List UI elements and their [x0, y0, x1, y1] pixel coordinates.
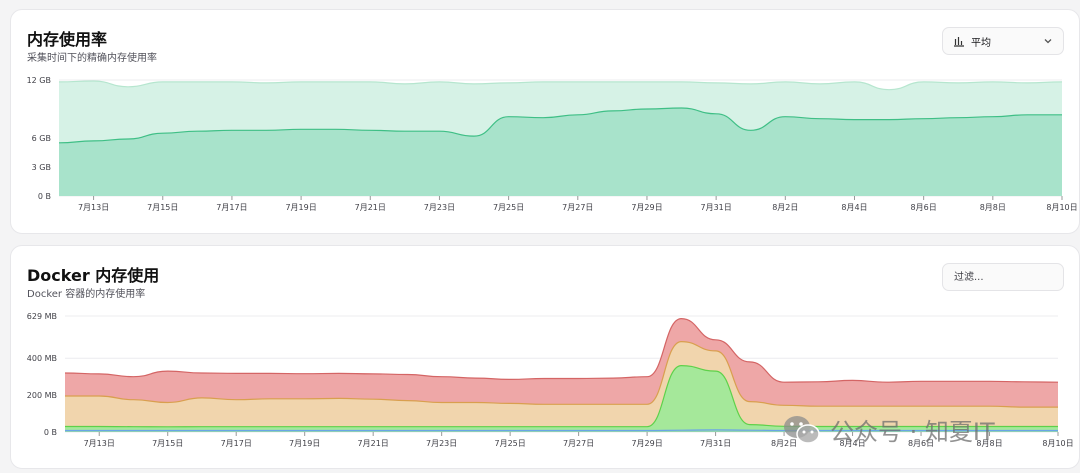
y-tick-label: 3 GB [32, 163, 51, 172]
x-tick-label: 7月21日 [355, 203, 386, 212]
y-tick-label: 200 MB [27, 391, 57, 400]
x-tick-label: 8月10日 [1042, 439, 1073, 448]
memory-card-subtitle: 采集时间下的精确内存使用率 [27, 53, 157, 64]
x-tick-label: 8月4日 [841, 203, 867, 212]
aggregation-select-value: 平均 [971, 37, 991, 49]
x-tick-label: 8月8日 [976, 439, 1002, 448]
chart-bar-icon [954, 37, 964, 47]
x-tick-label: 7月19日 [285, 203, 316, 212]
series-line [58, 107, 1062, 144]
x-tick-label: 8月6日 [908, 439, 934, 448]
x-tick-label: 8月2日 [772, 203, 798, 212]
series-area [59, 108, 1062, 196]
x-tick-label: 7月13日 [84, 439, 115, 448]
x-tick-label: 7月15日 [152, 439, 183, 448]
x-tick-label: 7月25日 [494, 439, 525, 448]
y-tick-label: 629 MB [27, 312, 57, 321]
x-tick-label: 7月17日 [221, 439, 252, 448]
y-tick-label: 0 B [44, 428, 57, 437]
x-tick-label: 7月29日 [631, 439, 662, 448]
series-line [64, 317, 1059, 383]
x-tick-label: 8月8日 [980, 203, 1006, 212]
y-tick-label: 400 MB [27, 354, 57, 363]
y-tick-label: 12 GB [27, 76, 51, 85]
x-tick-label: 7月27日 [562, 203, 593, 212]
chevron-down-icon [1044, 39, 1052, 44]
x-tick-label: 7月19日 [289, 439, 320, 448]
x-tick-label: 8月4日 [839, 439, 865, 448]
container-filter-input[interactable] [942, 263, 1064, 291]
x-tick-label: 7月21日 [358, 439, 389, 448]
x-tick-label: 7月29日 [631, 203, 662, 212]
memory-usage-chart: 0 B 3 GB 6 GB 12 GB 7月13日 7月15日 7月17日 7月19日 7月21… [27, 76, 1078, 212]
x-tick-label: 7月23日 [424, 203, 455, 212]
series-line [65, 364, 1058, 428]
x-tick-label: 7月17日 [216, 203, 247, 212]
x-tick-label: 7月15日 [147, 203, 178, 212]
series-line [64, 340, 1058, 408]
docker-card-subtitle: Docker 容器的内存使用率 [27, 289, 146, 300]
x-tick-label: 7月23日 [426, 439, 457, 448]
series-area [65, 341, 1058, 432]
memory-card-title: 内存使用率 [27, 30, 108, 49]
series-line [65, 429, 1058, 432]
x-tick-label: 8月10日 [1046, 203, 1077, 212]
x-tick-label: 8月2日 [771, 439, 797, 448]
x-tick-label: 8月6日 [911, 203, 937, 212]
x-tick-label: 7月25日 [493, 203, 524, 212]
x-tick-label: 7月27日 [563, 439, 594, 448]
y-tick-label: 0 B [38, 192, 51, 201]
docker-card-title: Docker 内存使用 [27, 266, 160, 285]
x-tick-label: 7月31日 [700, 439, 731, 448]
aggregation-select[interactable]: 平均 [942, 27, 1064, 55]
x-tick-label: 7月13日 [78, 203, 109, 212]
x-tick-label: 7月31日 [700, 203, 731, 212]
y-tick-label: 6 GB [32, 134, 51, 143]
series-line [58, 80, 1063, 91]
